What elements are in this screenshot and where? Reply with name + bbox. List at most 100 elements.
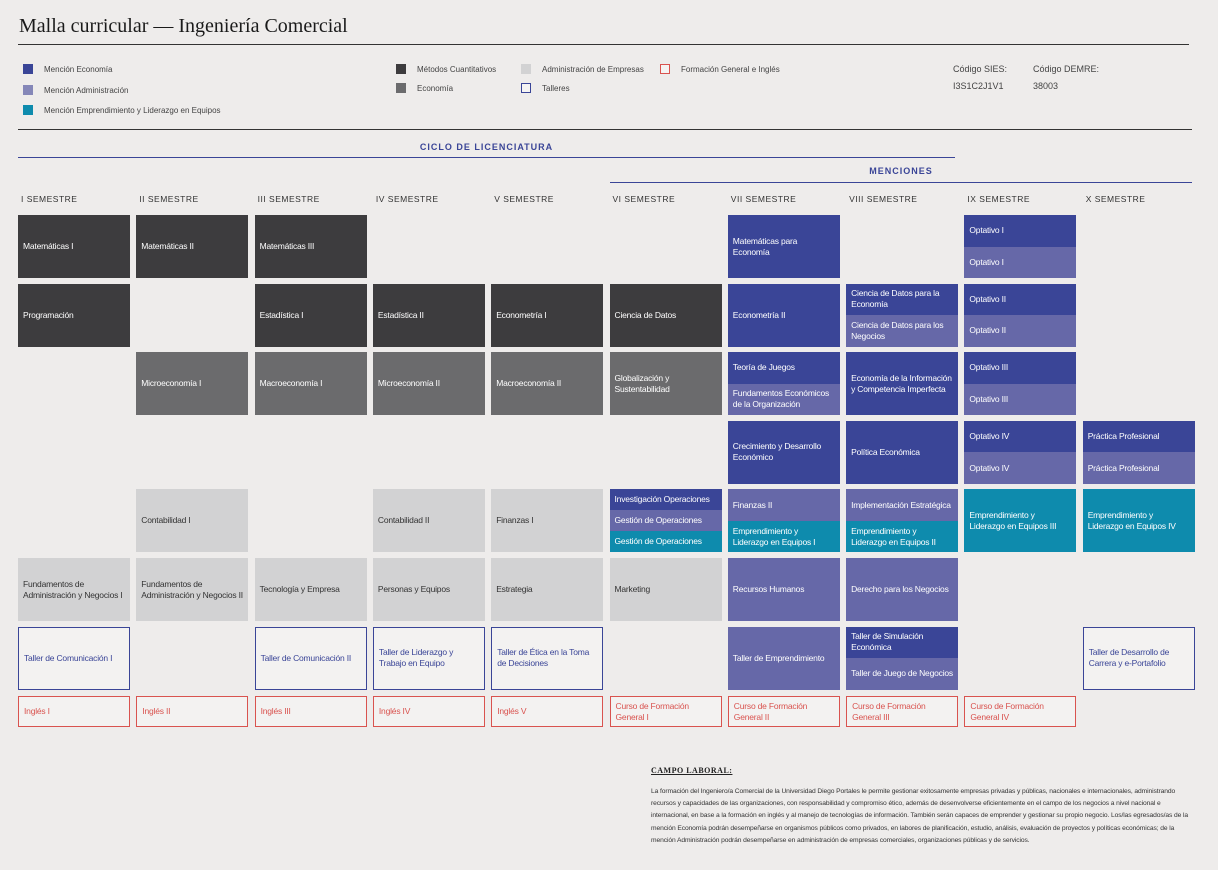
divider xyxy=(18,44,1189,45)
course: Optativo I xyxy=(964,246,1077,278)
legend-swatch xyxy=(23,85,33,95)
semester-label: II SEMESTRE xyxy=(139,194,199,204)
section-label: CICLO DE LICENCIATURA xyxy=(419,142,554,152)
legend-label: Talleres xyxy=(542,84,570,93)
course: Optativo I xyxy=(964,215,1077,247)
course: Taller de Comunicación II xyxy=(254,626,367,690)
course: Emprendimiento y Liderazgo en Equipos I xyxy=(727,520,840,553)
course: Macroeconomía II xyxy=(491,352,604,416)
course: Taller de Liderazgo y Trabajo en Equipo xyxy=(372,626,485,690)
course: Optativo II xyxy=(964,315,1077,347)
course: Economía de la Información y Competencia… xyxy=(846,352,959,416)
course: Estadística I xyxy=(254,283,367,347)
course: Teoría de Juegos xyxy=(727,352,840,384)
legend-label: Economía xyxy=(417,84,454,93)
legend-swatch xyxy=(396,83,406,93)
course: Programación xyxy=(18,283,130,347)
course: Gestión de Operaciones xyxy=(609,510,722,532)
course: Curso de Formación General II xyxy=(727,696,840,727)
course: Práctica Profesional xyxy=(1082,452,1195,484)
code-label: Código SIES: xyxy=(953,64,1008,74)
course: Taller de Ética en la Toma de Decisiones xyxy=(491,626,604,690)
course: Macroeconomía I xyxy=(254,352,367,416)
course: Inglés II xyxy=(136,696,249,727)
course: Matemáticas II xyxy=(136,215,249,278)
code-label: Código DEMRE: xyxy=(1033,64,1100,74)
legend-label: Administración de Empresas xyxy=(542,65,644,74)
course: Contabilidad I xyxy=(136,489,249,553)
course: Econometría I xyxy=(491,283,604,347)
legend-swatch xyxy=(521,64,531,74)
legend-label: Mención Administración xyxy=(44,86,129,95)
campo-laboral-title: CAMPO LABORAL: xyxy=(651,766,733,775)
course: Práctica Profesional xyxy=(1082,420,1195,453)
course: Inglés V xyxy=(491,696,604,727)
course: Emprendimiento y Liderazgo en Equipos II… xyxy=(964,489,1077,553)
legend-label: Métodos Cuantitativos xyxy=(417,65,497,74)
course: Taller de Simulación Económica xyxy=(846,626,959,659)
legend-swatch xyxy=(660,64,670,74)
semester-label: X SEMESTRE xyxy=(1085,194,1146,204)
course: Finanzas II xyxy=(727,489,840,521)
course: Matemáticas I xyxy=(18,215,130,278)
course: Matemáticas III xyxy=(254,215,367,278)
course: Ciencia de Datos para los Negocios xyxy=(846,315,959,347)
course: Ciencia de Datos xyxy=(609,283,722,347)
course: Optativo III xyxy=(964,383,1077,416)
semester-label: V SEMESTRE xyxy=(494,194,554,204)
semester-label: VIII SEMESTRE xyxy=(849,194,918,204)
course: Estadística II xyxy=(372,283,485,347)
course: Gestión de Operaciones xyxy=(609,531,722,553)
section-label: MENCIONES xyxy=(869,166,933,176)
course: Fundamentos de Administración y Negocios… xyxy=(18,558,130,621)
course: Fundamentos Económicos de la Organizació… xyxy=(727,383,840,416)
course: Optativo III xyxy=(964,352,1077,384)
course: Matemáticas para Economía xyxy=(727,215,840,278)
code-value: I3S1C2J1V1 xyxy=(953,81,1004,91)
course: Política Económica xyxy=(846,420,959,484)
legend-swatch xyxy=(396,64,406,74)
course: Microeconomía II xyxy=(372,352,485,416)
course: Microeconomía I xyxy=(136,352,249,416)
course: Estrategia xyxy=(491,558,604,621)
course: Personas y Equipos xyxy=(372,558,485,621)
course: Globalización y Sustentabilidad xyxy=(609,352,722,416)
semester-label: I SEMESTRE xyxy=(21,194,78,204)
course: Curso de Formación General I xyxy=(609,696,722,727)
semester-label: IX SEMESTRE xyxy=(967,194,1031,204)
course: Inglés I xyxy=(18,696,130,727)
legend-swatch xyxy=(23,64,33,74)
semester-label: IV SEMESTRE xyxy=(375,194,439,204)
campo-laboral-text: La formación del Ingeniero/a Comercial d… xyxy=(651,788,1188,844)
course: Curso de Formación General IV xyxy=(964,696,1077,727)
title: Malla curricular — Ingeniería Comercial xyxy=(19,15,348,37)
course: Taller de Juego de Negocios xyxy=(846,658,959,690)
section-line xyxy=(610,182,1192,183)
course: Econometría II xyxy=(727,283,840,347)
course: Contabilidad II xyxy=(372,489,485,553)
course: Emprendimiento y Liderazgo en Equipos II xyxy=(846,520,959,553)
course: Taller de Emprendimiento xyxy=(727,626,840,690)
course: Tecnología y Empresa xyxy=(254,558,367,621)
course: Inglés III xyxy=(254,696,367,727)
course: Optativo IV xyxy=(964,452,1077,484)
course: Finanzas I xyxy=(491,489,604,553)
course: Curso de Formación General III xyxy=(846,696,959,727)
section-line xyxy=(18,157,955,158)
legend-swatch xyxy=(521,83,531,93)
legend-label: Mención Emprendimiento y Liderazgo en Eq… xyxy=(44,106,221,115)
course: Fundamentos de Administración y Negocios… xyxy=(136,558,249,621)
course: Investigación Operaciones xyxy=(609,489,722,511)
semester-label: VII SEMESTRE xyxy=(730,194,797,204)
course: Derecho para los Negocios xyxy=(846,558,959,621)
course: Ciencia de Datos para la Economía xyxy=(846,283,959,316)
course: Marketing xyxy=(609,558,722,621)
course: Inglés IV xyxy=(372,696,485,727)
course: Taller de Desarrollo de Carrera y e-Port… xyxy=(1082,626,1195,690)
course: Optativo II xyxy=(964,283,1077,316)
semester-label: VI SEMESTRE xyxy=(612,194,676,204)
course: Implementación Estratégica xyxy=(846,489,959,521)
legend-label: Formación General e Inglés xyxy=(681,65,780,74)
legend-swatch xyxy=(23,105,33,115)
